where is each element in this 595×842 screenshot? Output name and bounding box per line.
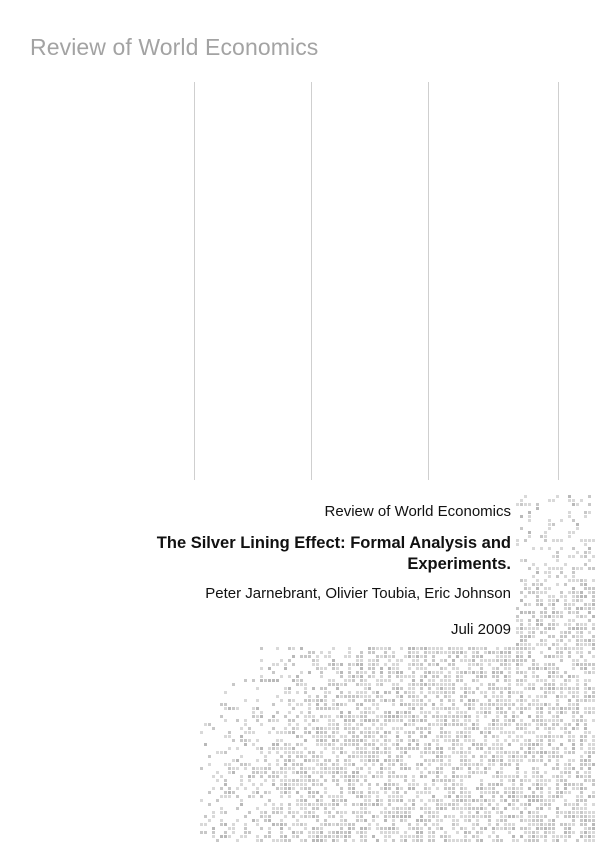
paper-title-line-1: The Silver Lining Effect: Formal Analysi… — [156, 534, 511, 552]
vertical-rule — [558, 82, 559, 480]
journal-name: Review of World Economics — [324, 503, 511, 520]
vertical-rule — [311, 82, 312, 480]
header-journal-title: Review of World Economics — [30, 34, 319, 60]
paper-title-line-2: Experiments. — [407, 555, 511, 573]
vertical-rule — [194, 82, 195, 480]
vertical-rule — [428, 82, 429, 480]
paper-title: The Silver Lining Effect: Formal Analysi… — [91, 533, 511, 575]
publication-date: Juli 2009 — [450, 621, 511, 638]
author-list: Peter Jarnebrant, Olivier Toubia, Eric J… — [205, 585, 511, 602]
